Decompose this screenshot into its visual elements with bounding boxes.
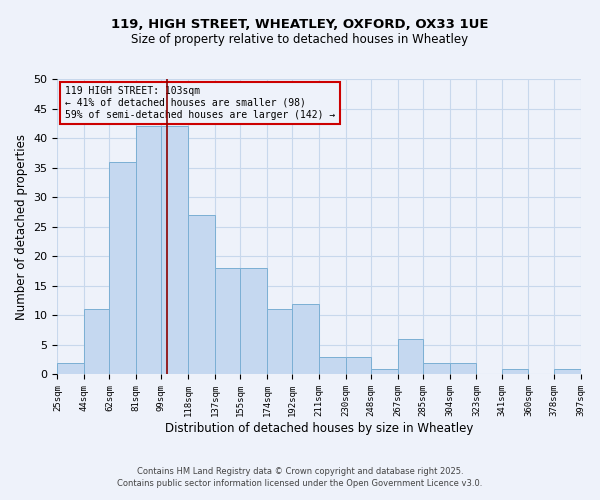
- Text: 119, HIGH STREET, WHEATLEY, OXFORD, OX33 1UE: 119, HIGH STREET, WHEATLEY, OXFORD, OX33…: [111, 18, 489, 30]
- Bar: [215, 268, 240, 374]
- Bar: [398, 339, 423, 374]
- Bar: [58, 362, 84, 374]
- Text: Size of property relative to detached houses in Wheatley: Size of property relative to detached ho…: [131, 32, 469, 46]
- Bar: [136, 126, 161, 374]
- X-axis label: Distribution of detached houses by size in Wheatley: Distribution of detached houses by size …: [165, 422, 473, 435]
- Bar: [450, 362, 476, 374]
- Bar: [292, 304, 319, 374]
- Bar: [554, 368, 581, 374]
- Bar: [502, 368, 529, 374]
- Bar: [240, 268, 267, 374]
- Y-axis label: Number of detached properties: Number of detached properties: [15, 134, 28, 320]
- Text: 119 HIGH STREET: 103sqm
← 41% of detached houses are smaller (98)
59% of semi-de: 119 HIGH STREET: 103sqm ← 41% of detache…: [65, 86, 335, 120]
- Bar: [84, 310, 109, 374]
- Bar: [319, 356, 346, 374]
- Bar: [346, 356, 371, 374]
- Bar: [423, 362, 450, 374]
- Text: Contains HM Land Registry data © Crown copyright and database right 2025.
Contai: Contains HM Land Registry data © Crown c…: [118, 466, 482, 487]
- Bar: [371, 368, 398, 374]
- Bar: [109, 162, 136, 374]
- Bar: [161, 126, 188, 374]
- Bar: [267, 310, 292, 374]
- Bar: [188, 215, 215, 374]
